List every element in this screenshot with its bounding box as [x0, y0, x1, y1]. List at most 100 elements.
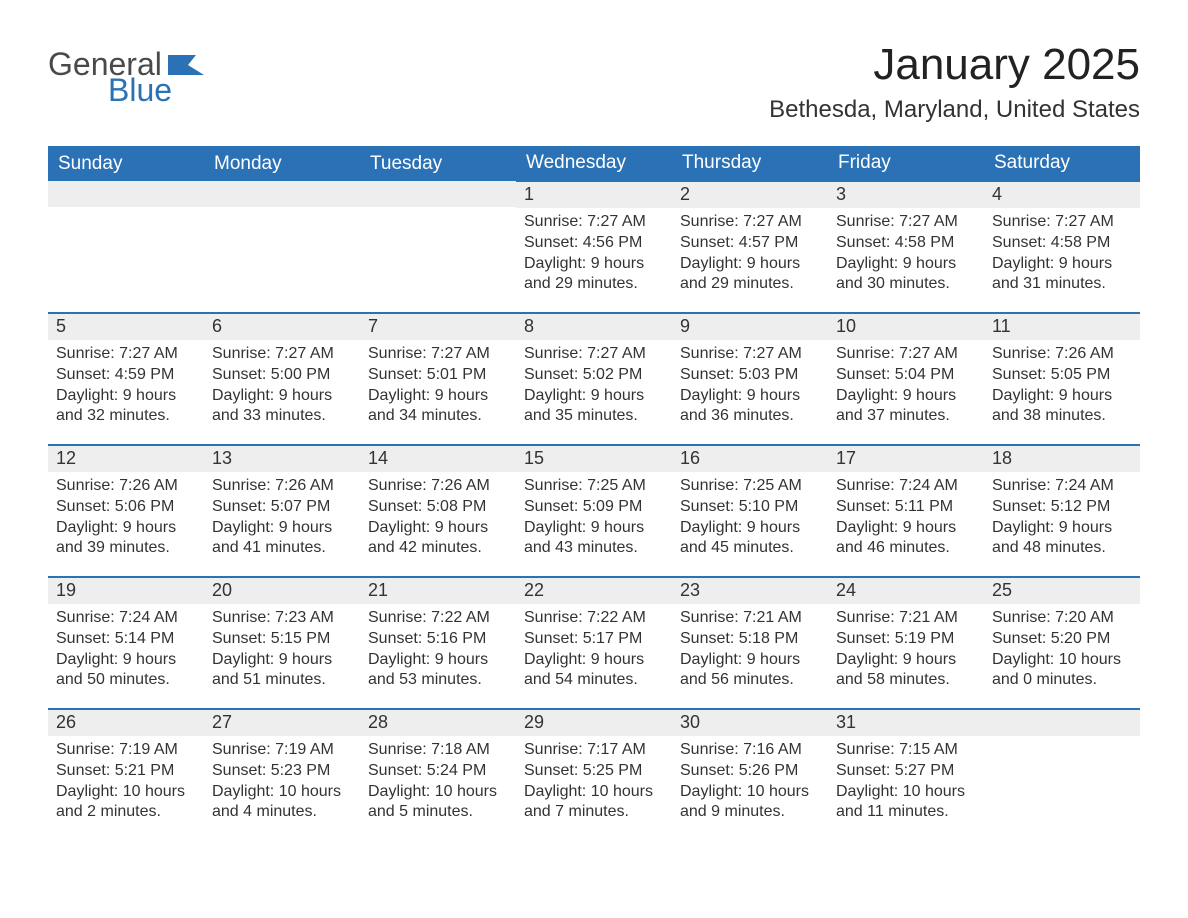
daylight2-text: and 56 minutes. — [680, 670, 820, 691]
sunset-text: Sunset: 5:21 PM — [56, 761, 196, 782]
daylight1-text: Daylight: 9 hours — [836, 518, 976, 539]
sunrise-text: Sunrise: 7:27 AM — [680, 344, 820, 365]
daylight2-text: and 53 minutes. — [368, 670, 508, 691]
sunrise-text: Sunrise: 7:26 AM — [212, 476, 352, 497]
calendar-cell — [204, 181, 360, 313]
daylight1-text: Daylight: 9 hours — [992, 254, 1132, 275]
calendar-cell: 11Sunrise: 7:26 AMSunset: 5:05 PMDayligh… — [984, 313, 1140, 445]
calendar-week-row: 26Sunrise: 7:19 AMSunset: 5:21 PMDayligh… — [48, 709, 1140, 841]
day-number: 8 — [516, 314, 672, 340]
calendar-cell: 18Sunrise: 7:24 AMSunset: 5:12 PMDayligh… — [984, 445, 1140, 577]
sunset-text: Sunset: 5:03 PM — [680, 365, 820, 386]
sunset-text: Sunset: 5:10 PM — [680, 497, 820, 518]
day-body: Sunrise: 7:19 AMSunset: 5:21 PMDaylight:… — [48, 736, 204, 829]
daylight1-text: Daylight: 9 hours — [836, 254, 976, 275]
daylight2-text: and 34 minutes. — [368, 406, 508, 427]
calendar-table: Sunday Monday Tuesday Wednesday Thursday… — [48, 146, 1140, 841]
daylight1-text: Daylight: 9 hours — [212, 518, 352, 539]
daylight1-text: Daylight: 9 hours — [56, 518, 196, 539]
day-number: 4 — [984, 182, 1140, 208]
day-body: Sunrise: 7:24 AMSunset: 5:14 PMDaylight:… — [48, 604, 204, 697]
flag-icon — [168, 48, 204, 80]
daylight2-text: and 39 minutes. — [56, 538, 196, 559]
calendar-cell: 12Sunrise: 7:26 AMSunset: 5:06 PMDayligh… — [48, 445, 204, 577]
day-number: 27 — [204, 710, 360, 736]
calendar-cell: 14Sunrise: 7:26 AMSunset: 5:08 PMDayligh… — [360, 445, 516, 577]
day-number: 30 — [672, 710, 828, 736]
day-body: Sunrise: 7:27 AMSunset: 4:58 PMDaylight:… — [828, 208, 984, 301]
sunrise-text: Sunrise: 7:15 AM — [836, 740, 976, 761]
daylight1-text: Daylight: 9 hours — [524, 386, 664, 407]
day-body: Sunrise: 7:27 AMSunset: 4:56 PMDaylight:… — [516, 208, 672, 301]
day-header: Monday — [204, 146, 360, 181]
calendar-cell: 27Sunrise: 7:19 AMSunset: 5:23 PMDayligh… — [204, 709, 360, 841]
sunset-text: Sunset: 5:14 PM — [56, 629, 196, 650]
day-number: 14 — [360, 446, 516, 472]
daylight2-text: and 41 minutes. — [212, 538, 352, 559]
daylight2-text: and 48 minutes. — [992, 538, 1132, 559]
day-number: 1 — [516, 182, 672, 208]
sunset-text: Sunset: 5:27 PM — [836, 761, 976, 782]
day-number: 3 — [828, 182, 984, 208]
logo-text-blue: Blue — [108, 74, 172, 106]
calendar-cell: 6Sunrise: 7:27 AMSunset: 5:00 PMDaylight… — [204, 313, 360, 445]
day-header: Thursday — [672, 146, 828, 181]
daylight1-text: Daylight: 9 hours — [680, 386, 820, 407]
day-body: Sunrise: 7:26 AMSunset: 5:08 PMDaylight:… — [360, 472, 516, 565]
day-number: 11 — [984, 314, 1140, 340]
daylight2-text: and 29 minutes. — [680, 274, 820, 295]
sunset-text: Sunset: 4:57 PM — [680, 233, 820, 254]
day-body: Sunrise: 7:26 AMSunset: 5:07 PMDaylight:… — [204, 472, 360, 565]
daylight1-text: Daylight: 9 hours — [368, 386, 508, 407]
calendar-cell: 7Sunrise: 7:27 AMSunset: 5:01 PMDaylight… — [360, 313, 516, 445]
day-body: Sunrise: 7:19 AMSunset: 5:23 PMDaylight:… — [204, 736, 360, 829]
daylight1-text: Daylight: 10 hours — [56, 782, 196, 803]
day-number: 26 — [48, 710, 204, 736]
day-number: 20 — [204, 578, 360, 604]
sunset-text: Sunset: 5:06 PM — [56, 497, 196, 518]
day-header-row: Sunday Monday Tuesday Wednesday Thursday… — [48, 146, 1140, 181]
sunset-text: Sunset: 4:56 PM — [524, 233, 664, 254]
month-title: January 2025 — [769, 40, 1140, 90]
calendar-week-row: 12Sunrise: 7:26 AMSunset: 5:06 PMDayligh… — [48, 445, 1140, 577]
day-number: 10 — [828, 314, 984, 340]
day-number: 21 — [360, 578, 516, 604]
sunset-text: Sunset: 5:26 PM — [680, 761, 820, 782]
day-number: 19 — [48, 578, 204, 604]
sunrise-text: Sunrise: 7:26 AM — [992, 344, 1132, 365]
day-body: Sunrise: 7:26 AMSunset: 5:05 PMDaylight:… — [984, 340, 1140, 433]
daylight1-text: Daylight: 9 hours — [836, 386, 976, 407]
sunrise-text: Sunrise: 7:27 AM — [212, 344, 352, 365]
calendar-cell: 5Sunrise: 7:27 AMSunset: 4:59 PMDaylight… — [48, 313, 204, 445]
daylight1-text: Daylight: 9 hours — [680, 254, 820, 275]
daylight2-text: and 35 minutes. — [524, 406, 664, 427]
sunset-text: Sunset: 5:00 PM — [212, 365, 352, 386]
day-number: 29 — [516, 710, 672, 736]
day-header: Sunday — [48, 146, 204, 181]
day-number: 25 — [984, 578, 1140, 604]
day-number: 31 — [828, 710, 984, 736]
sunset-text: Sunset: 5:11 PM — [836, 497, 976, 518]
calendar-cell: 9Sunrise: 7:27 AMSunset: 5:03 PMDaylight… — [672, 313, 828, 445]
day-body: Sunrise: 7:27 AMSunset: 5:00 PMDaylight:… — [204, 340, 360, 433]
calendar-cell: 22Sunrise: 7:22 AMSunset: 5:17 PMDayligh… — [516, 577, 672, 709]
day-number: 13 — [204, 446, 360, 472]
daylight2-text: and 51 minutes. — [212, 670, 352, 691]
logo: General Blue — [48, 40, 204, 106]
sunrise-text: Sunrise: 7:26 AM — [56, 476, 196, 497]
sunrise-text: Sunrise: 7:17 AM — [524, 740, 664, 761]
daylight2-text: and 31 minutes. — [992, 274, 1132, 295]
sunrise-text: Sunrise: 7:27 AM — [992, 212, 1132, 233]
day-number: 5 — [48, 314, 204, 340]
sunrise-text: Sunrise: 7:27 AM — [368, 344, 508, 365]
page-header: General Blue January 2025 Bethesda, Mary… — [48, 40, 1140, 138]
daylight2-text: and 38 minutes. — [992, 406, 1132, 427]
day-body: Sunrise: 7:27 AMSunset: 5:02 PMDaylight:… — [516, 340, 672, 433]
daylight1-text: Daylight: 9 hours — [680, 650, 820, 671]
calendar-cell: 25Sunrise: 7:20 AMSunset: 5:20 PMDayligh… — [984, 577, 1140, 709]
sunset-text: Sunset: 5:16 PM — [368, 629, 508, 650]
day-body: Sunrise: 7:21 AMSunset: 5:19 PMDaylight:… — [828, 604, 984, 697]
calendar-week-row: 5Sunrise: 7:27 AMSunset: 4:59 PMDaylight… — [48, 313, 1140, 445]
sunrise-text: Sunrise: 7:27 AM — [836, 212, 976, 233]
daylight1-text: Daylight: 9 hours — [524, 650, 664, 671]
